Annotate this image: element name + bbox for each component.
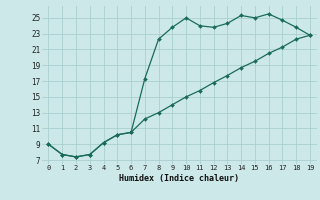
X-axis label: Humidex (Indice chaleur): Humidex (Indice chaleur) xyxy=(119,174,239,183)
